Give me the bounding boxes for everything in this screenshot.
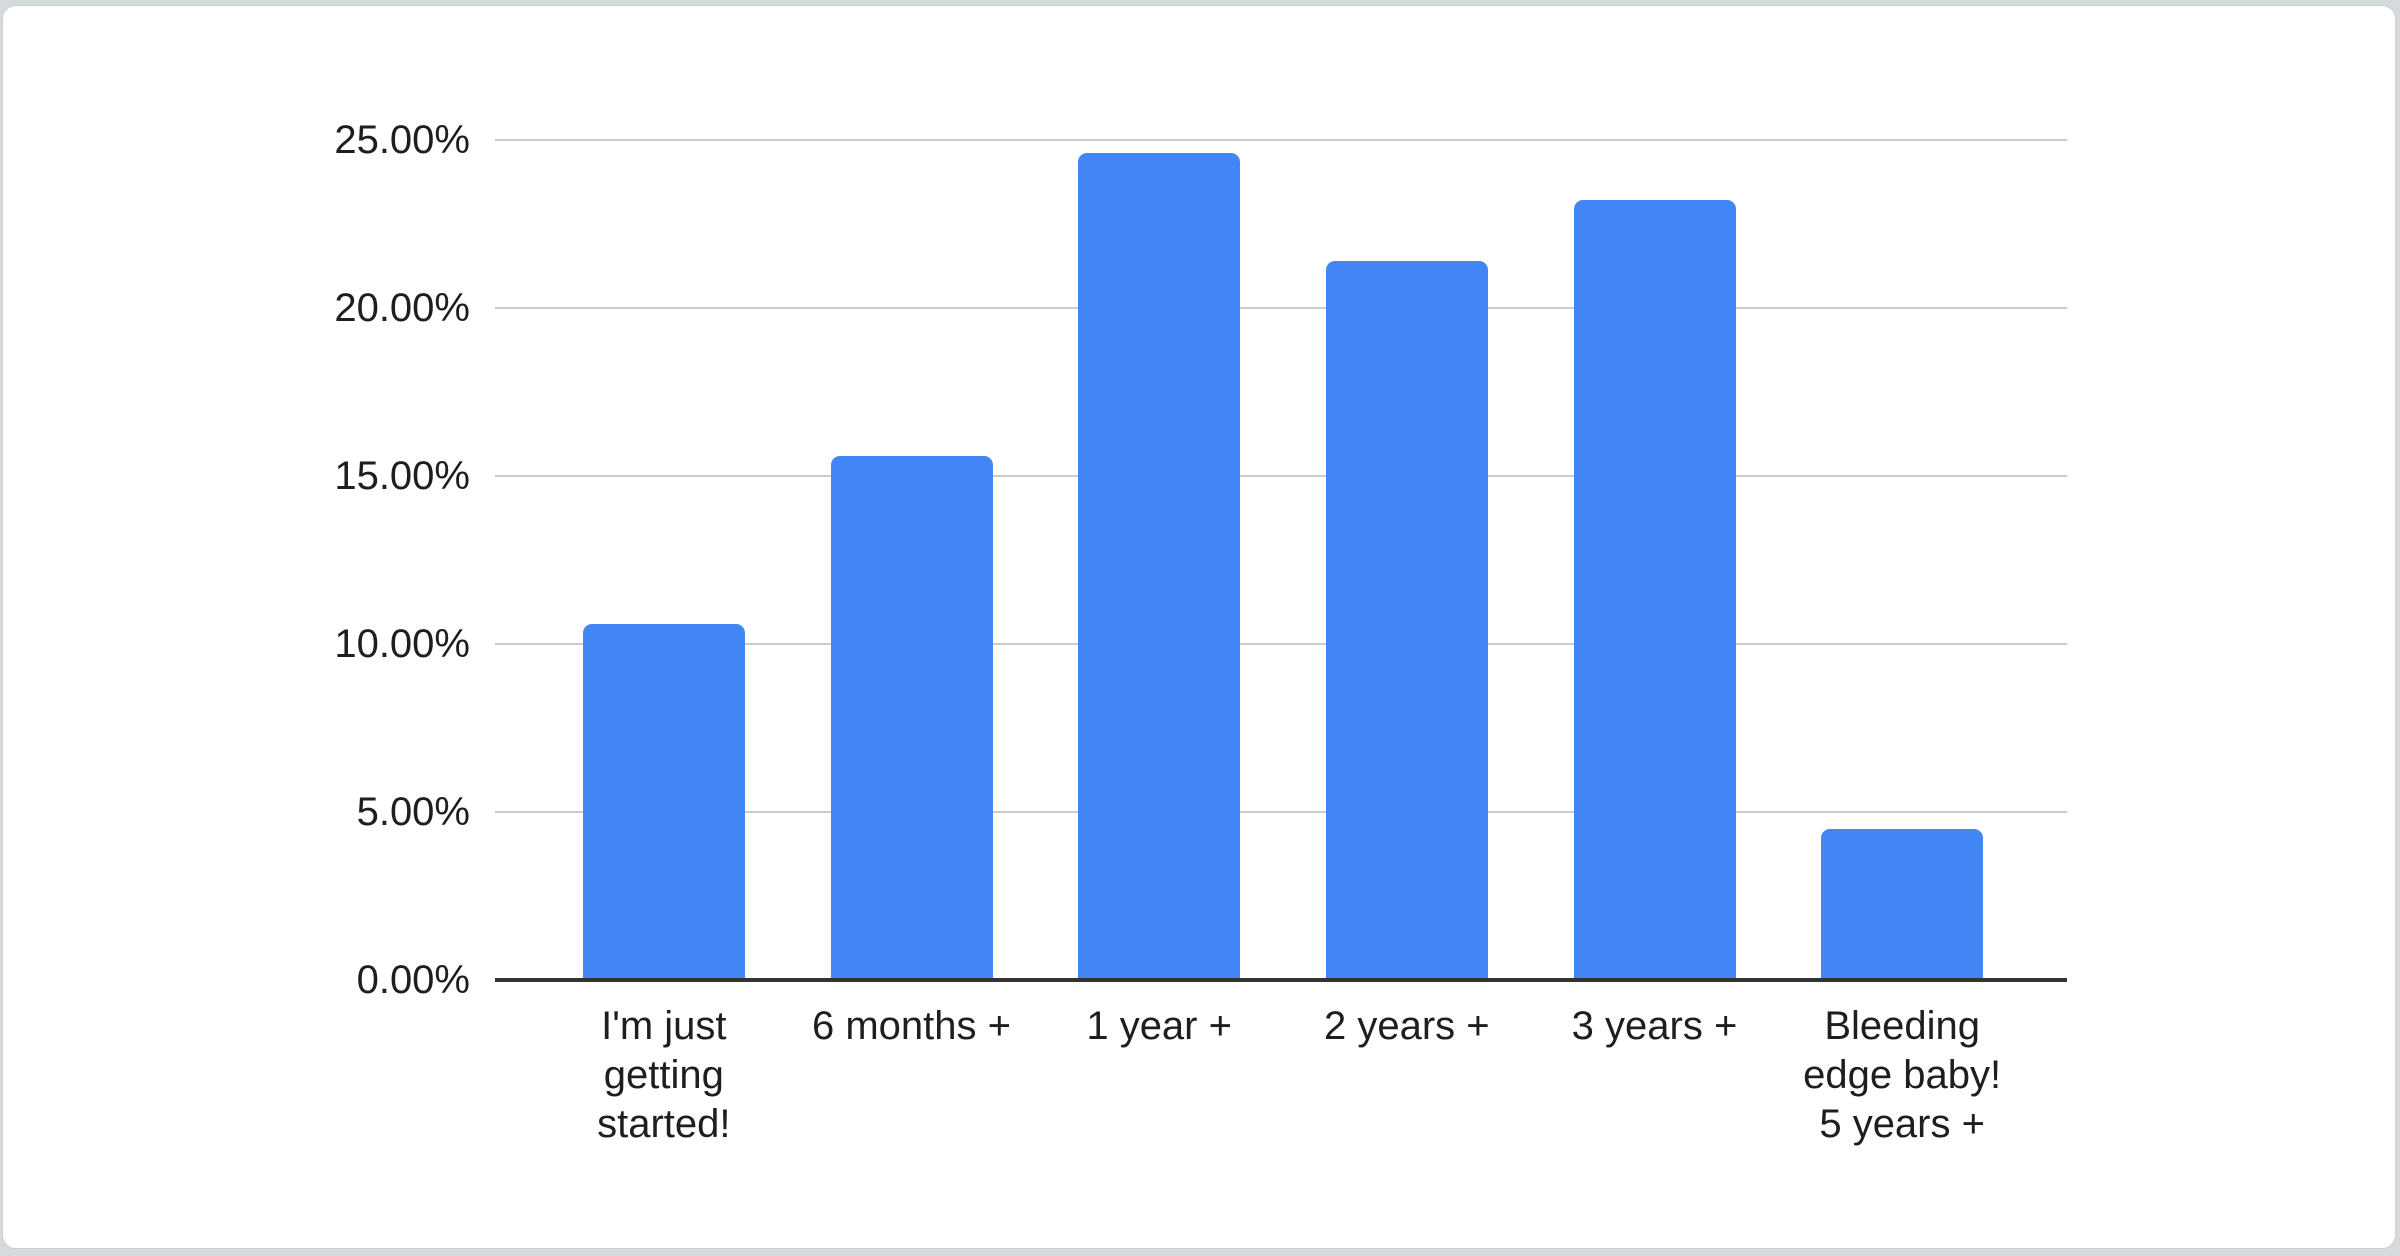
y-tick-label: 10.00% bbox=[334, 622, 470, 666]
x-axis-line bbox=[495, 978, 2067, 982]
bar-2[interactable] bbox=[830, 455, 993, 980]
y-tick-label: 15.00% bbox=[334, 454, 470, 498]
x-tick-label: 6 months + bbox=[811, 1004, 1011, 1048]
x-tick-label: 2 years + bbox=[1324, 1004, 1490, 1048]
bar-6[interactable] bbox=[1821, 828, 1984, 980]
gridline bbox=[495, 643, 2067, 645]
bar-4[interactable] bbox=[1325, 260, 1488, 980]
gridline bbox=[495, 139, 2067, 141]
x-tick-label: I'm just getting started! bbox=[597, 1004, 731, 1146]
y-tick-label: 20.00% bbox=[334, 286, 470, 330]
gridline bbox=[495, 307, 2067, 309]
x-tick-label: 1 year + bbox=[1086, 1004, 1232, 1048]
gridline bbox=[495, 475, 2067, 477]
y-tick-label: 5.00% bbox=[356, 790, 470, 834]
y-tick-label: 25.00% bbox=[334, 118, 470, 162]
gridline bbox=[495, 811, 2067, 813]
x-tick-label: Bleeding edge baby! 5 years + bbox=[1803, 1004, 2002, 1146]
x-tick-label: 3 years + bbox=[1571, 1004, 1738, 1048]
bar-5[interactable] bbox=[1573, 200, 1736, 980]
y-tick-label: 0.00% bbox=[356, 958, 470, 1002]
bar-3[interactable] bbox=[1078, 153, 1241, 980]
bar-1[interactable] bbox=[582, 623, 745, 980]
